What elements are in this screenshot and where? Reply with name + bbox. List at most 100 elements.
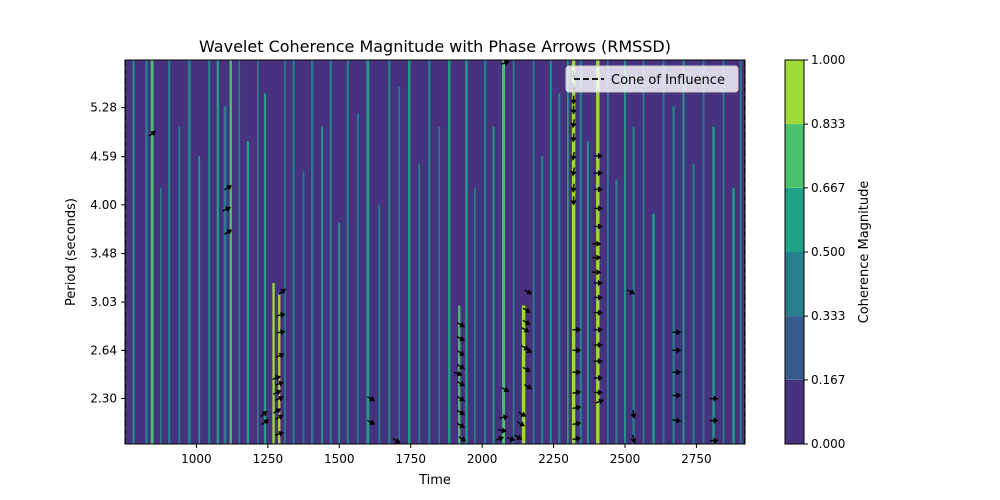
phase-arrow [275,414,284,420]
coherence-stripe [474,187,476,444]
phase-arrow [593,186,603,193]
phase-arrow [495,435,504,442]
phase-arrow [630,410,637,420]
phase-arrow [570,167,577,177]
phase-arrow [222,206,231,212]
x-tick-label: 1000 [181,452,212,466]
coherence-stripe [187,60,191,444]
phase-arrow [570,119,577,129]
phase-arrow [516,421,526,427]
coherence-stripe [284,60,286,444]
coherence-stripe [521,305,526,444]
legend-box [565,65,739,93]
coherence-stripe [532,60,535,444]
phase-arrow [592,240,602,247]
x-tick-label: 1750 [395,452,426,466]
phase-arrow [570,151,577,161]
coherence-stripes [132,60,742,444]
coherence-stripe [238,60,241,444]
colorbar-segment [785,124,804,188]
phase-arrow [524,383,533,390]
phase-arrow [593,294,603,301]
x-tick-label: 2500 [610,452,641,466]
coherence-stripe [378,204,381,444]
phase-arrow [275,395,284,402]
coherence-stripe [338,222,341,444]
x-tick-label: 2000 [467,452,498,466]
phase-arrow [672,392,682,399]
phase-arrow [276,329,286,336]
y-tick-label: 4.00 [90,198,117,212]
coherence-stripe [632,126,635,444]
phase-arrow [595,398,604,405]
coherence-stripe [418,163,421,444]
coherence-stripe [672,106,675,444]
phase-arrow [524,347,533,353]
phase-arrow [572,435,582,442]
colorbar-tick-label: 1.000 [811,53,845,67]
colorbar-segment [785,379,804,444]
coherence-stripe [145,60,148,444]
phase-arrow [273,389,282,396]
phase-arrow [593,326,603,333]
phase-arrow [592,254,602,261]
phase-arrow [630,434,637,444]
phase-arrow [260,410,268,418]
y-tick-label: 2.64 [90,343,117,357]
coherence-stripe [571,60,576,444]
coherence-stripe [168,60,171,444]
coherence-stripe [223,106,227,444]
legend-label: Cone of Influence [611,73,725,88]
phase-arrow [275,352,285,359]
colorbar-segment [785,60,804,125]
coherence-stripe [398,87,401,444]
y-axis: 2.30 2.64 3.03 3.48 4.00 4.59 5.28 [90,101,125,406]
y-tick-label: 3.48 [90,247,117,261]
phase-arrow [456,395,466,402]
coherence-stripe [624,60,626,444]
phase-arrow [499,414,509,421]
coherence-stripe [579,60,582,444]
coherence-stripe [448,60,451,444]
colorbar-segment [785,187,804,252]
phase-arrow [672,369,682,376]
legend: Cone of Influence [565,65,739,93]
phase-arrow [572,389,582,396]
coherence-stripe [302,171,305,444]
phase-arrow [709,437,719,444]
coherence-stripe [178,126,181,444]
coherence-stripe [702,60,705,444]
coherence-stripe [357,113,359,444]
phase-arrow [518,411,527,417]
plot-frame [124,59,746,445]
x-tick-label: 2750 [681,452,712,466]
coherence-stripe [246,141,249,444]
coherence-stripe [216,60,219,444]
coherence-stripe [198,155,201,444]
phase-arrow [672,417,682,424]
colorbar: 0.000 0.167 0.333 0.500 0.667 0.833 1.000 [784,53,845,451]
phase-arrow [456,381,466,387]
phase-arrow [148,130,157,137]
phase-arrow [570,95,577,105]
phase-arrow [570,196,577,206]
chart-title: Wavelet Coherence Magnitude with Phase A… [199,37,671,56]
phase-arrow [275,430,284,437]
phase-arrow [498,427,508,434]
phase-arrow [366,419,376,425]
phase-arrow [261,419,270,426]
coherence-stripe [541,155,544,444]
phase-arrow [522,307,531,313]
phase-arrow [570,105,577,115]
phase-arrow [572,326,582,333]
coherence-stripe [257,60,259,444]
phase-arrow [514,434,523,440]
coherence-stripe [388,60,391,444]
y-tick-label: 4.59 [90,150,117,164]
colorbar-tick-label: 0.000 [811,437,845,451]
phase-arrow [593,374,603,381]
phase-arrow [522,319,531,325]
coherence-stripe [272,283,275,444]
x-axis-label: Time [418,473,451,488]
